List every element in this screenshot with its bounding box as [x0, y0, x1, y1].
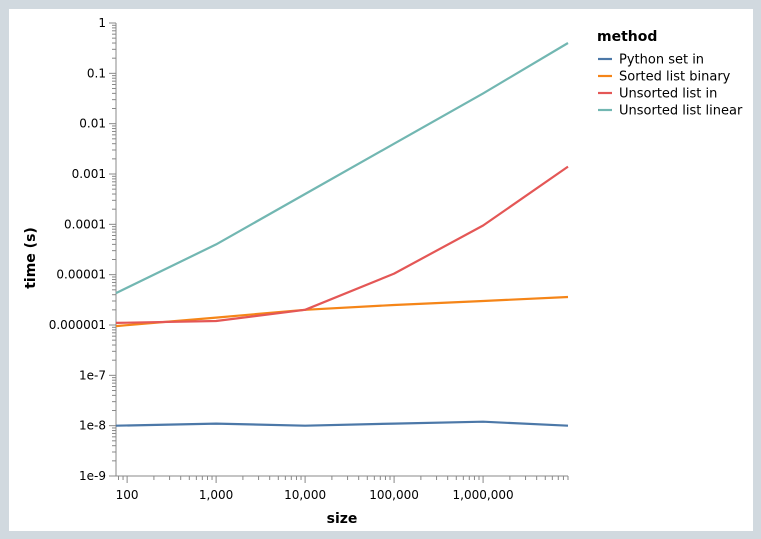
- x-axis-title: size: [327, 511, 358, 527]
- y-tick-label: 1: [98, 16, 106, 30]
- series-line: [115, 165, 569, 324]
- legend-title: method: [597, 29, 657, 45]
- x-tick-label: 1,000: [199, 488, 233, 502]
- axes: 1 0.1 0.01 0.001 0.0001 0.00001 0.000001 1e-7 1e…: [49, 16, 569, 502]
- series-line: [115, 295, 569, 328]
- series-lines: [115, 42, 569, 427]
- series-line: [115, 42, 569, 295]
- chart-panel: 1 0.1 0.01 0.001 0.0001 0.00001 0.000001 1e-7 1e…: [9, 9, 753, 531]
- legend-label: Sorted list binary: [619, 70, 731, 85]
- x-tick-label: 100,000: [369, 488, 419, 502]
- line-chart: 1 0.1 0.01 0.001 0.0001 0.00001 0.000001 1e-7 1e…: [23, 16, 743, 527]
- x-tick-label: 100: [116, 488, 139, 502]
- y-tick-label: 1e-8: [79, 419, 106, 433]
- y-axis-title: time (s): [23, 227, 39, 289]
- y-tick-label: 0.000001: [49, 318, 106, 332]
- x-tick-label: 1,000,000: [453, 488, 514, 502]
- y-tick-label: 1e-7: [79, 368, 106, 382]
- y-tick-label: 0.1: [87, 66, 106, 80]
- y-tick-label: 0.0001: [64, 217, 106, 231]
- legend-label: Unsorted list in: [619, 87, 717, 102]
- legend-label: Unsorted list linear: [619, 104, 743, 119]
- series-line: [115, 420, 569, 427]
- y-tick-label: 0.001: [72, 167, 106, 181]
- legend-label: Python set in: [619, 53, 704, 68]
- legend: Python set in Sorted list binary Unsorted …: [598, 53, 743, 119]
- x-tick-label: 10,000: [284, 488, 326, 502]
- y-tick-label: 0.01: [79, 117, 106, 131]
- y-tick-label: 1e-9: [79, 469, 106, 483]
- y-tick-label: 0.00001: [56, 268, 106, 282]
